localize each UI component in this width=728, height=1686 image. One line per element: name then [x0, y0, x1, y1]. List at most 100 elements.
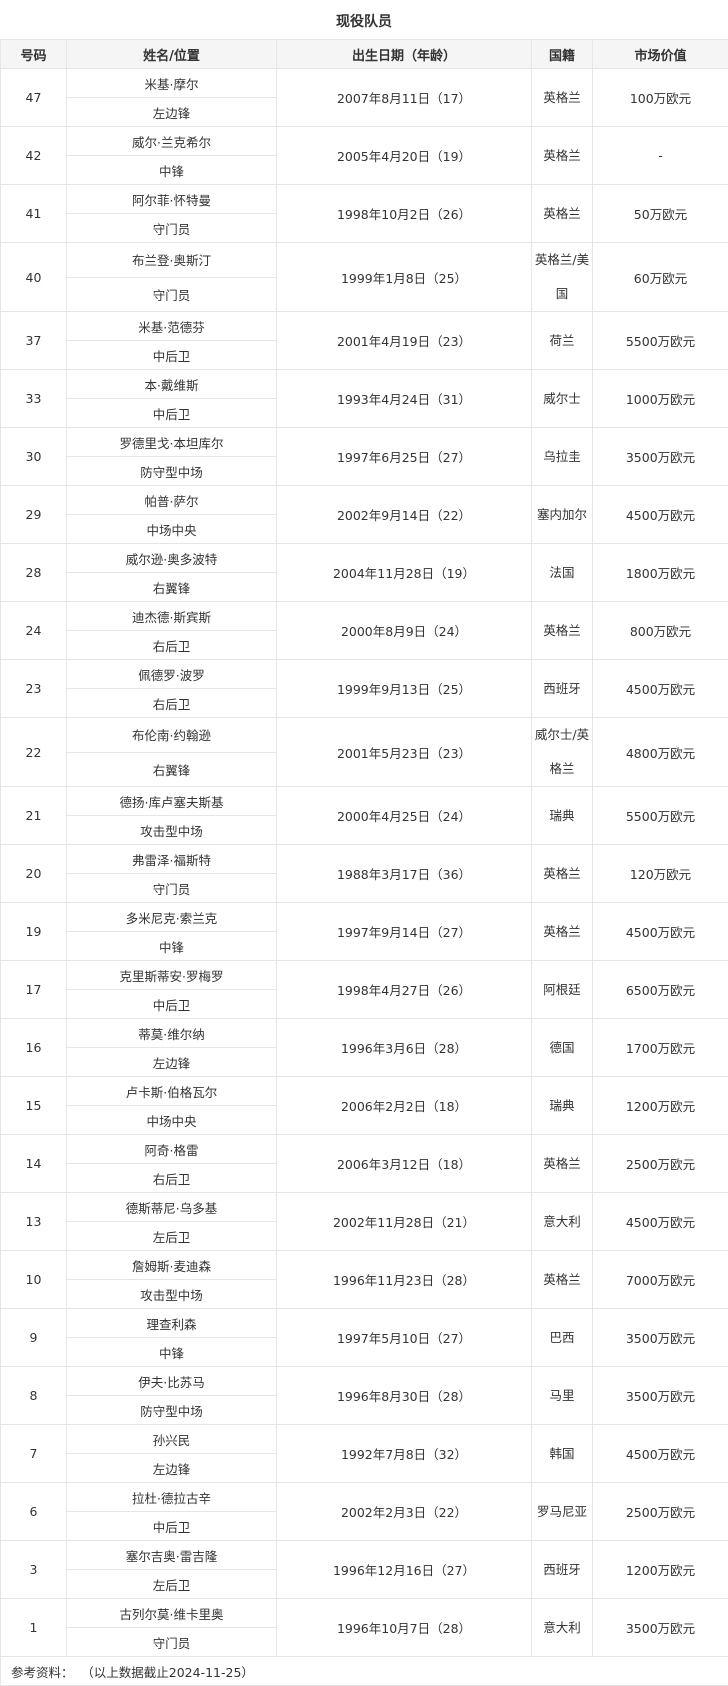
player-position: 防守型中场	[67, 1396, 277, 1425]
player-value: 4500万欧元	[593, 660, 728, 718]
player-nationality: 英格兰	[532, 1251, 593, 1309]
footer-row: 参考资料： （以上数据截止2024-11-25）	[1, 1657, 728, 1686]
player-nationality: 阿根廷	[532, 961, 593, 1019]
player-birth: 1996年12月16日（27）	[277, 1541, 532, 1599]
player-value: 7000万欧元	[593, 1251, 728, 1309]
player-value: 4500万欧元	[593, 1193, 728, 1251]
player-name: 弗雷泽·福斯特	[67, 845, 277, 874]
player-number: 19	[1, 903, 67, 961]
player-nationality: 英格兰	[532, 903, 593, 961]
player-name: 威尔·兰克希尔	[67, 127, 277, 156]
player-number: 42	[1, 127, 67, 185]
player-birth: 1998年4月27日（26）	[277, 961, 532, 1019]
player-position: 右后卫	[67, 689, 277, 718]
player-position: 中后卫	[67, 399, 277, 428]
player-position: 中场中央	[67, 515, 277, 544]
player-birth: 2001年4月19日（23）	[277, 312, 532, 370]
player-number: 37	[1, 312, 67, 370]
player-value: 1000万欧元	[593, 370, 728, 428]
player-position: 左边锋	[67, 98, 277, 127]
player-name: 帕普·萨尔	[67, 486, 277, 515]
player-number: 24	[1, 602, 67, 660]
player-number: 30	[1, 428, 67, 486]
player-birth: 2005年4月20日（19）	[277, 127, 532, 185]
player-value: 1200万欧元	[593, 1541, 728, 1599]
player-nationality: 英格兰	[532, 845, 593, 903]
player-position: 中锋	[67, 932, 277, 961]
player-nationality: 西班牙	[532, 660, 593, 718]
player-birth: 2002年9月14日（22）	[277, 486, 532, 544]
header-birth-age: 出生日期（年龄）	[277, 40, 532, 69]
player-value: 1200万欧元	[593, 1077, 728, 1135]
player-nationality: 威尔士	[532, 370, 593, 428]
player-name: 罗德里戈·本坦库尔	[67, 428, 277, 457]
player-nationality: 法国	[532, 544, 593, 602]
player-number: 8	[1, 1367, 67, 1425]
player-name: 阿奇·格雷	[67, 1135, 277, 1164]
player-value: 3500万欧元	[593, 1309, 728, 1367]
player-birth: 2000年4月25日（24）	[277, 787, 532, 845]
player-name: 詹姆斯·麦迪森	[67, 1251, 277, 1280]
player-name: 塞尔吉奥·雷吉隆	[67, 1541, 277, 1570]
player-position: 防守型中场	[67, 457, 277, 486]
player-nationality: 意大利	[532, 1193, 593, 1251]
player-position: 攻击型中场	[67, 1280, 277, 1309]
player-nationality: 意大利	[532, 1599, 593, 1657]
player-number: 13	[1, 1193, 67, 1251]
player-birth: 1996年3月6日（28）	[277, 1019, 532, 1077]
player-position: 中锋	[67, 1338, 277, 1367]
player-value: 2500万欧元	[593, 1483, 728, 1541]
header-number: 号码	[1, 40, 67, 69]
player-name: 蒂莫·维尔纳	[67, 1019, 277, 1048]
player-number: 23	[1, 660, 67, 718]
player-number: 15	[1, 1077, 67, 1135]
player-value: -	[593, 127, 728, 185]
player-nationality: 英格兰	[532, 1135, 593, 1193]
table-title: 现役队员	[0, 0, 728, 39]
player-number: 21	[1, 787, 67, 845]
player-value: 4500万欧元	[593, 486, 728, 544]
player-position: 左边锋	[67, 1454, 277, 1483]
player-name: 理查利森	[67, 1309, 277, 1338]
player-number: 20	[1, 845, 67, 903]
player-name: 布伦南·约翰逊	[67, 718, 277, 753]
player-position: 左后卫	[67, 1570, 277, 1599]
player-nationality: 瑞典	[532, 787, 593, 845]
player-value: 1800万欧元	[593, 544, 728, 602]
footer-note: （以上数据截止2024-11-25）	[88, 1665, 254, 1680]
player-position: 中后卫	[67, 1512, 277, 1541]
player-value: 4500万欧元	[593, 903, 728, 961]
player-value: 1700万欧元	[593, 1019, 728, 1077]
player-birth: 2001年5月23日（23）	[277, 718, 532, 787]
player-nationality: 荷兰	[532, 312, 593, 370]
player-position: 攻击型中场	[67, 816, 277, 845]
player-number: 29	[1, 486, 67, 544]
player-nationality: 乌拉圭	[532, 428, 593, 486]
player-number: 28	[1, 544, 67, 602]
footer-label: 参考资料：	[11, 1665, 74, 1680]
player-nationality: 英格兰	[532, 127, 593, 185]
player-birth: 1997年6月25日（27）	[277, 428, 532, 486]
player-birth: 1992年7月8日（32）	[277, 1425, 532, 1483]
player-birth: 1999年1月8日（25）	[277, 243, 532, 312]
header-nationality: 国籍	[532, 40, 593, 69]
player-number: 10	[1, 1251, 67, 1309]
player-number: 7	[1, 1425, 67, 1483]
player-position: 中后卫	[67, 990, 277, 1019]
player-number: 40	[1, 243, 67, 312]
player-number: 1	[1, 1599, 67, 1657]
player-position: 左边锋	[67, 1048, 277, 1077]
player-value: 5500万欧元	[593, 787, 728, 845]
